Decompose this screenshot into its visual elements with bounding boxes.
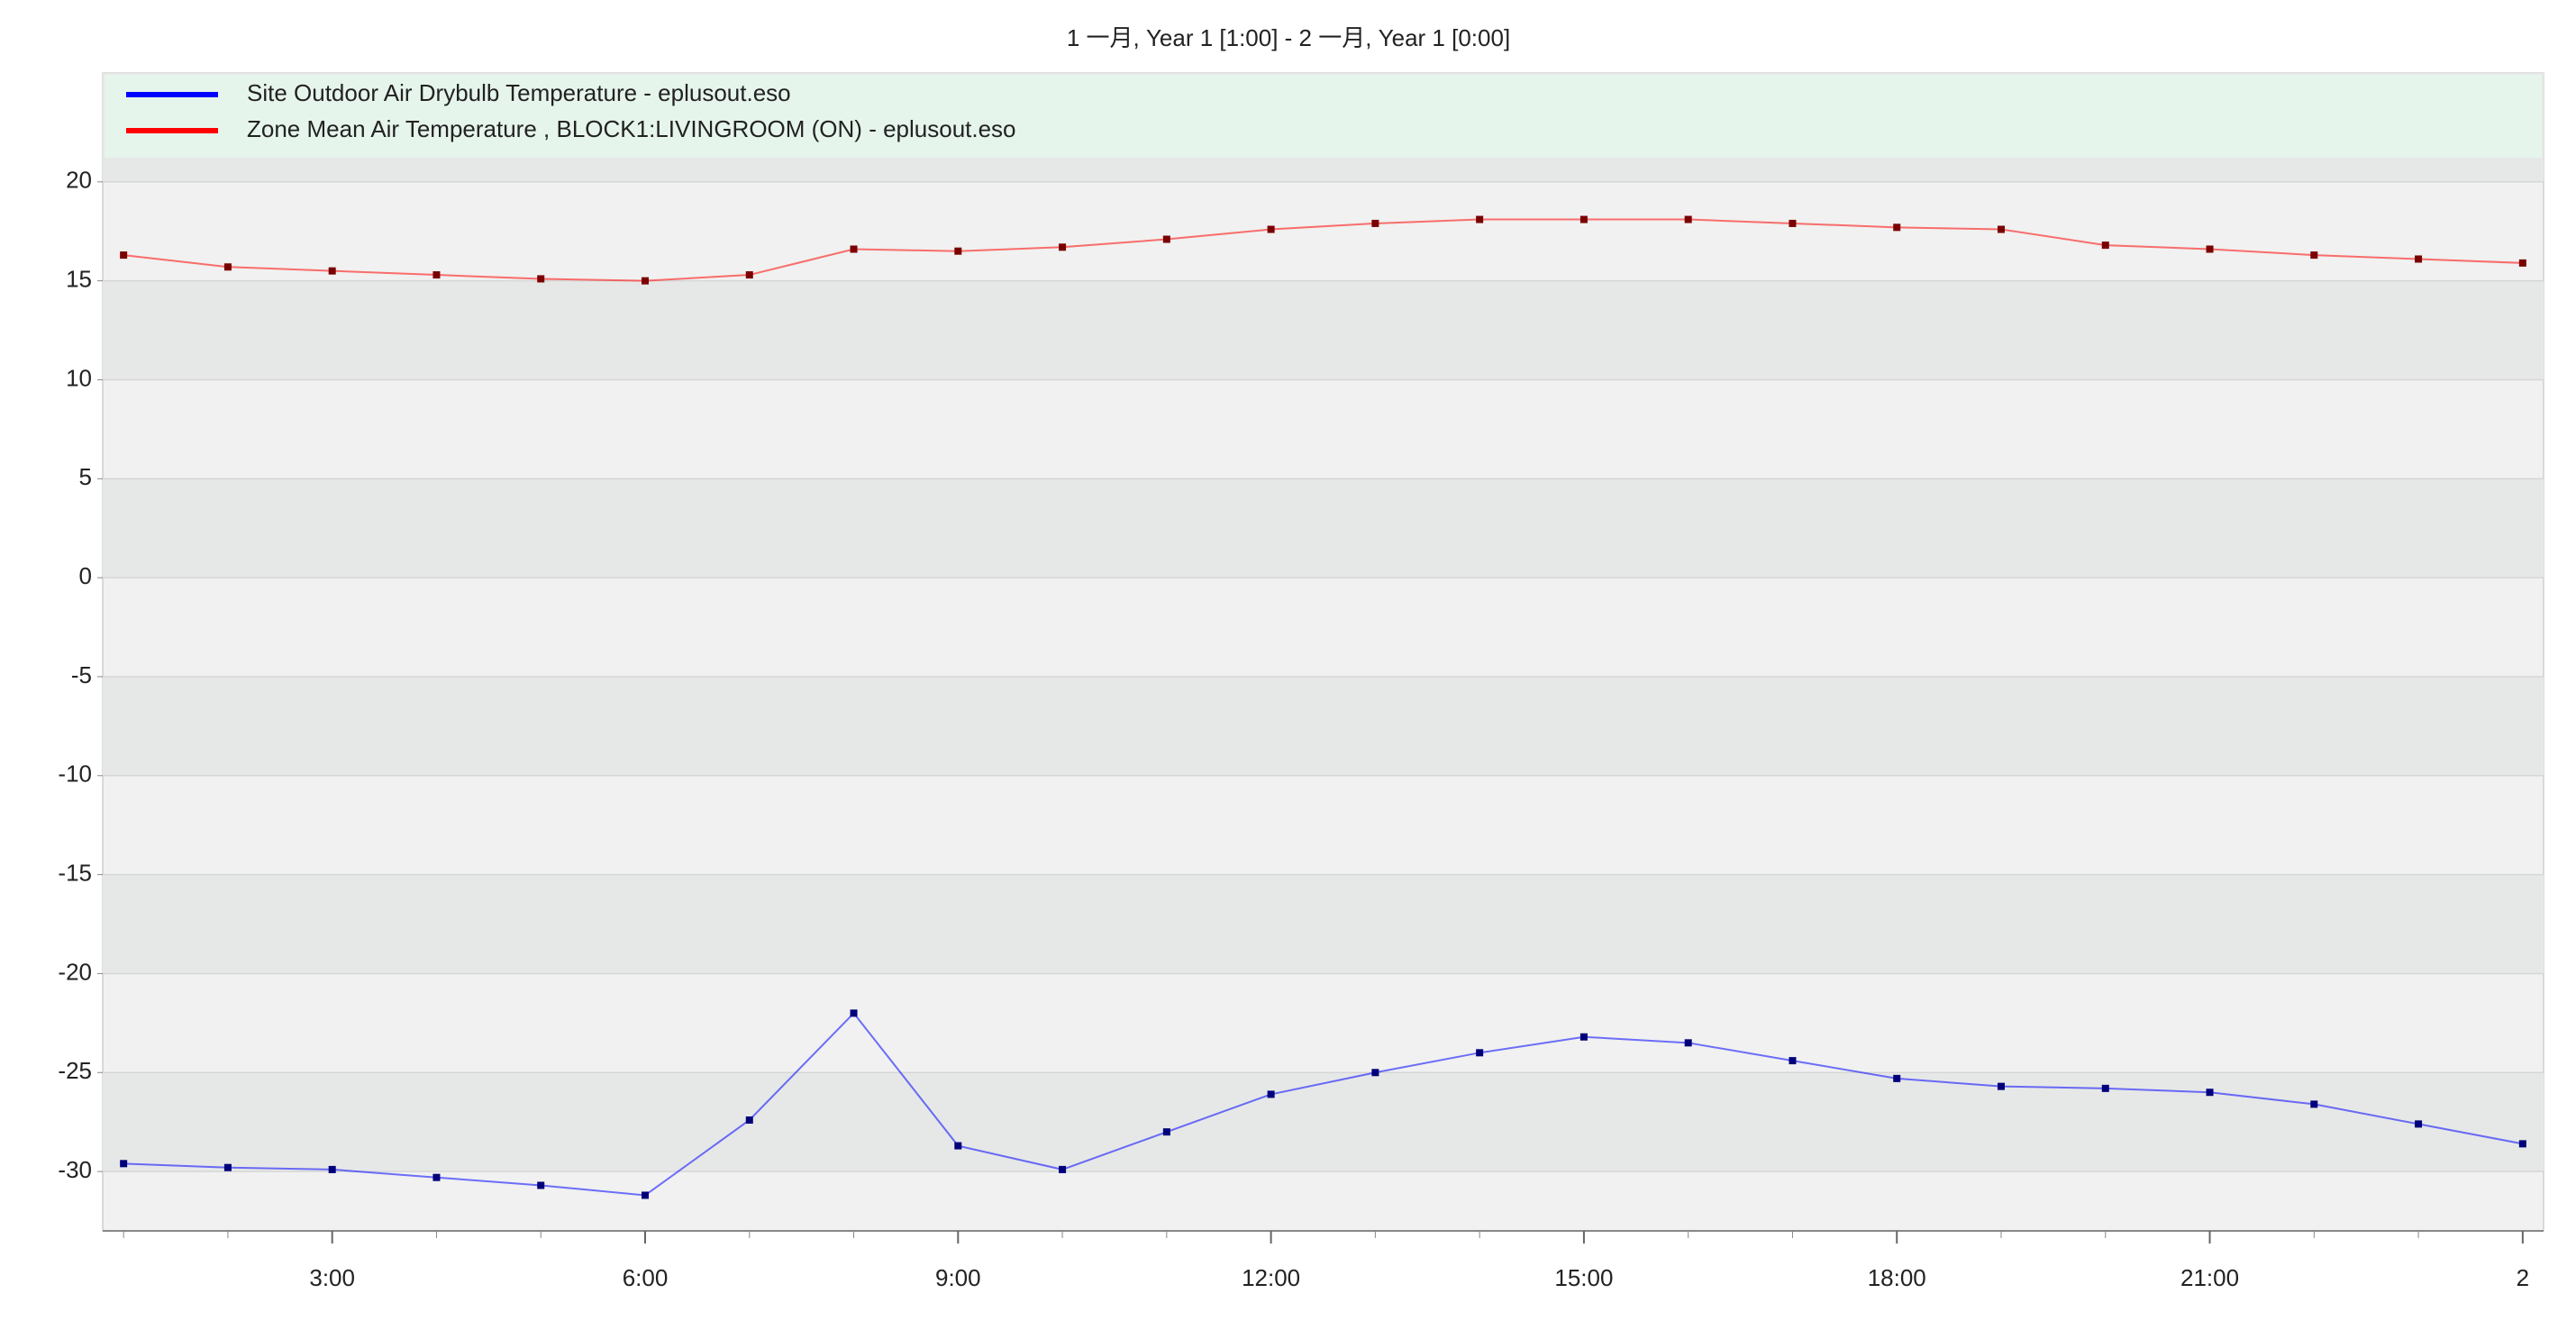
data-point	[1371, 1069, 1379, 1077]
data-point	[1162, 235, 1170, 243]
data-point	[2101, 241, 2109, 250]
data-point	[1998, 225, 2005, 233]
legend-label: Zone Mean Air Temperature , BLOCK1:LIVIN…	[247, 115, 1016, 142]
x-tick-label: 2	[2517, 1264, 2529, 1291]
data-point	[2415, 1120, 2423, 1128]
series-line	[123, 1011, 2524, 1197]
data-point	[328, 267, 336, 275]
y-tick-label: -5	[71, 661, 92, 688]
data-point	[328, 1165, 336, 1173]
y-tick-label: 5	[79, 463, 92, 490]
legend-box	[105, 75, 2542, 158]
data-point	[2101, 1084, 2109, 1092]
plot-area	[102, 72, 2544, 1232]
data-point	[1789, 219, 1797, 227]
data-point	[1789, 1057, 1797, 1065]
data-point	[537, 1181, 545, 1189]
band	[103, 478, 2544, 579]
data-point	[1476, 215, 1484, 223]
data-point	[1893, 223, 1901, 232]
x-tick-label: 9:00	[935, 1264, 981, 1291]
data-point	[1476, 1049, 1484, 1057]
x-tick-label: 15:00	[1554, 1264, 1613, 1291]
data-point	[850, 245, 858, 253]
data-point	[1267, 1090, 1275, 1098]
x-tick-label: 3:00	[309, 1264, 355, 1291]
data-point	[954, 1142, 962, 1150]
data-point	[850, 1009, 858, 1017]
data-point	[1684, 1039, 1692, 1047]
legend-label: Site Outdoor Air Drybulb Temperature - e…	[247, 79, 791, 106]
band	[103, 676, 2544, 776]
y-tick-label: -15	[58, 859, 92, 886]
data-point	[954, 247, 962, 255]
band	[103, 1072, 2544, 1172]
y-tick-label: -30	[58, 1156, 92, 1183]
data-point	[1579, 215, 1588, 223]
x-tick-label: 12:00	[1242, 1264, 1300, 1291]
x-tick-label: 21:00	[2180, 1264, 2239, 1291]
data-point	[2206, 245, 2214, 253]
data-point	[120, 251, 128, 260]
data-point	[1684, 215, 1692, 223]
data-point	[642, 277, 649, 285]
y-tick-label: 20	[66, 167, 92, 194]
data-point	[537, 275, 545, 283]
data-point	[2518, 259, 2526, 267]
data-point	[120, 1160, 128, 1168]
y-tick-label: -20	[58, 958, 92, 985]
data-point	[432, 271, 441, 279]
data-point	[2206, 1089, 2214, 1097]
data-point	[1267, 225, 1275, 233]
y-tick-label: 15	[66, 266, 92, 293]
data-point	[2310, 251, 2318, 260]
data-point	[745, 271, 753, 279]
x-tick-label: 18:00	[1868, 1264, 1926, 1291]
data-point	[1371, 219, 1379, 227]
data-point	[1162, 1128, 1170, 1136]
chart-title: 1 一月, Year 1 [1:00] - 2 一月, Year 1 [0:00…	[1067, 24, 1510, 51]
y-tick-label: -10	[58, 761, 92, 788]
data-point	[745, 1116, 753, 1124]
data-point	[1579, 1033, 1588, 1041]
data-point	[432, 1173, 441, 1181]
band	[103, 874, 2544, 974]
data-point	[1893, 1074, 1901, 1082]
x-tick-label: 6:00	[623, 1264, 669, 1291]
data-point	[2310, 1100, 2318, 1108]
data-point	[223, 263, 232, 271]
data-point	[2415, 255, 2423, 263]
data-point	[1059, 1165, 1067, 1173]
data-point	[642, 1191, 649, 1199]
data-point	[223, 1163, 232, 1171]
y-tick-label: -25	[58, 1057, 92, 1084]
band	[103, 280, 2544, 380]
y-tick-label: 0	[79, 562, 92, 589]
data-point	[1998, 1082, 2005, 1090]
y-tick-label: 10	[66, 364, 92, 391]
data-point	[1059, 243, 1067, 251]
series-line	[123, 218, 2523, 282]
data-point	[2518, 1140, 2526, 1148]
